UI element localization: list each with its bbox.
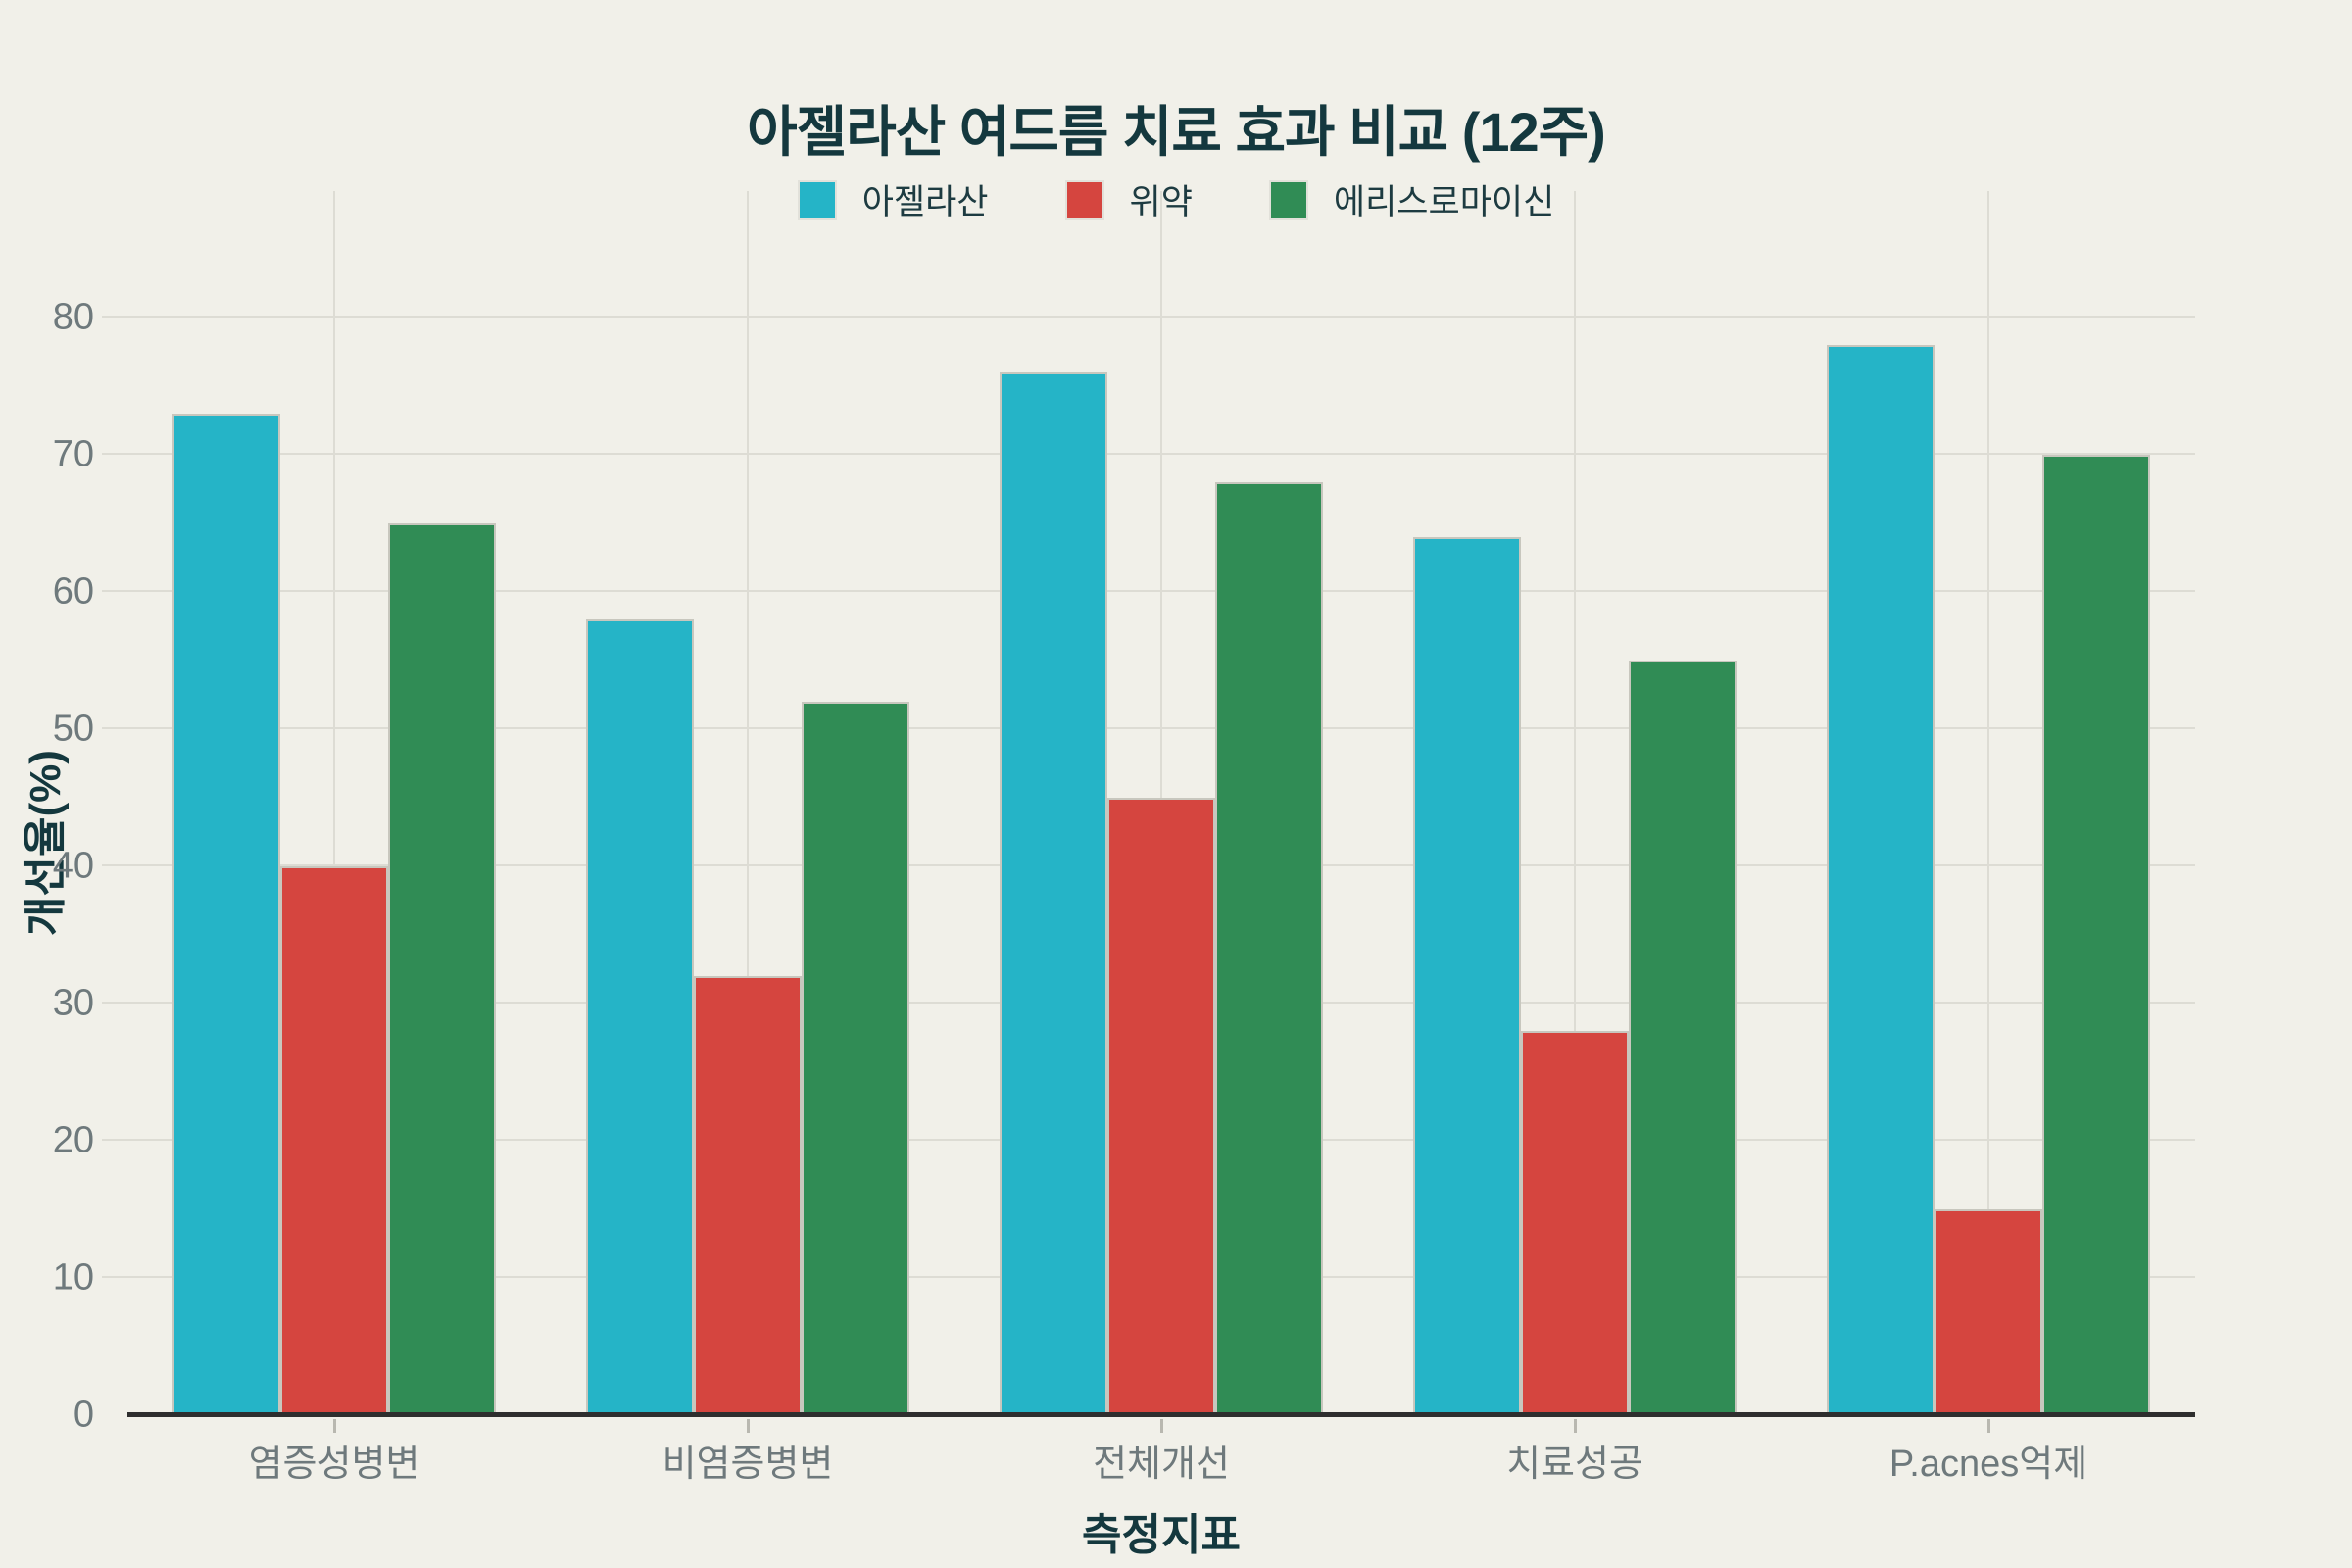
gridline-horizontal [102, 589, 2195, 592]
bar-series1-cat4 [1935, 1208, 2042, 1415]
y-tick-label: 30 [52, 982, 94, 1024]
y-axis-labels: 0 10 20 30 40 50 60 70 80 [0, 191, 94, 1435]
bar-series2-cat3 [1629, 660, 1737, 1415]
bar-group-3 [1368, 191, 1782, 1415]
bar-series2-cat2 [1215, 481, 1323, 1415]
gridline-vertical [1574, 191, 1576, 1415]
y-tick-label: 80 [52, 296, 94, 338]
bar-series0-cat4 [1827, 344, 1935, 1415]
y-tick-label: 20 [52, 1119, 94, 1161]
x-tick-mark [1574, 1419, 1577, 1433]
x-category-label: 염증성병변 [248, 1444, 420, 1485]
bar-series0-cat2 [1000, 371, 1107, 1415]
bar-group-2 [955, 191, 1368, 1415]
bar-series1-cat1 [694, 975, 802, 1415]
legend-swatch-icon [1268, 179, 1308, 220]
legend-swatch-icon [1064, 179, 1104, 220]
y-tick-label: 0 [73, 1394, 94, 1436]
y-tick-label: 40 [52, 845, 94, 887]
y-tick-label: 50 [52, 708, 94, 750]
x-category-label: 치료성공 [1506, 1444, 1643, 1485]
gridline-vertical [747, 191, 749, 1415]
plot-area [102, 191, 2195, 1433]
bar-series0-cat1 [586, 618, 694, 1415]
x-category-label: 전체개선 [1093, 1444, 1230, 1485]
y-tick-label: 60 [52, 570, 94, 612]
bar-groups [127, 191, 2195, 1415]
gridline-vertical [333, 191, 335, 1415]
bar-series1-cat3 [1521, 1030, 1629, 1415]
bar-series0-cat3 [1413, 536, 1521, 1415]
x-tick-mark [1160, 1419, 1163, 1433]
gridline-vertical [1987, 191, 1989, 1415]
x-tick-mark [333, 1419, 336, 1433]
gridline-horizontal [102, 726, 2195, 729]
bar-series2-cat1 [802, 701, 909, 1415]
bar-group-1 [541, 191, 955, 1415]
legend-item-0: 아젤라산 [797, 174, 989, 224]
x-tick-mark [747, 1419, 750, 1433]
bar-series1-cat2 [1107, 797, 1215, 1415]
x-category-label: 비염증병변 [662, 1444, 834, 1485]
bar-series2-cat4 [2042, 454, 2150, 1415]
y-tick-label: 10 [52, 1256, 94, 1298]
y-tick-label: 70 [52, 433, 94, 475]
legend-swatch-icon [797, 179, 837, 220]
bar-series2-cat0 [388, 522, 496, 1415]
gridline-horizontal [102, 315, 2195, 318]
legend-label: 에리스로마이신 [1333, 183, 1555, 221]
x-category-label: P.acnes억제 [1888, 1444, 2088, 1485]
bar-series0-cat0 [172, 413, 280, 1415]
x-tick-mark [1987, 1419, 1990, 1433]
legend-label: 아젤라산 [861, 183, 989, 221]
x-axis-title: 측정지표 [1082, 1511, 1241, 1559]
x-axis-labels: 염증성병변 비염증병변 전체개선 치료성공 P.acnes억제 [127, 1433, 2195, 1487]
legend-item-2: 에리스로마이신 [1268, 174, 1555, 224]
gridline-horizontal [102, 452, 2195, 455]
bar-group-4 [1782, 191, 2195, 1415]
chart-title: 아젤라산 여드름 치료 효과 비교 (12주) [747, 100, 1606, 163]
bar-group-0 [127, 191, 541, 1415]
x-axis-baseline [127, 1412, 2195, 1417]
bar-series1-cat0 [280, 865, 388, 1415]
